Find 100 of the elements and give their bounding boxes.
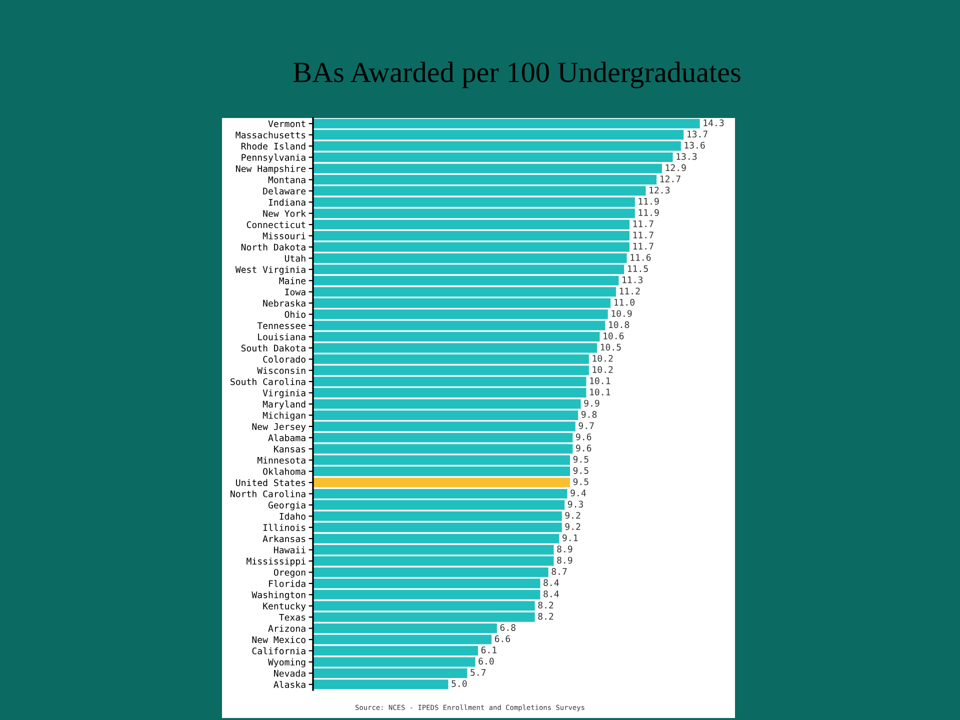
data-label: 9.6 (576, 444, 592, 452)
y-tick-label: Vermont (268, 120, 306, 128)
y-tick-label: Ohio (284, 310, 306, 318)
y-tick-label: West Virginia (235, 266, 306, 275)
y-tick-label: Rhode Island (241, 142, 306, 150)
data-label: 12.7 (660, 176, 680, 182)
data-label: 9.5 (573, 456, 588, 463)
data-label: 8.9 (557, 556, 572, 564)
data-label: 9.8 (581, 411, 597, 418)
y-tick-label: Oklahoma (263, 468, 306, 475)
y-tick-label: Pennsylvania (242, 154, 306, 163)
y-tick-label: Louisiana (258, 333, 306, 340)
data-label: 11.7 (633, 220, 654, 228)
data-label: 9.5 (573, 478, 588, 486)
data-label: 13.7 (687, 130, 708, 138)
data-label: 12.9 (666, 164, 686, 172)
data-label: 11.6 (630, 254, 651, 261)
data-label: 11.0 (614, 298, 634, 306)
data-label: 8.2 (538, 612, 554, 620)
y-tick-label: New Hampshire (236, 165, 306, 174)
y-tick-label: Missouri (262, 232, 306, 240)
y-tick-label: Wisconsin (257, 366, 306, 374)
data-label: 14.3 (704, 119, 724, 126)
data-label: 5.7 (470, 669, 486, 676)
y-tick-label: Montana (268, 176, 306, 184)
y-tick-label: Nevada (274, 670, 306, 677)
data-label: 11.5 (628, 265, 648, 272)
data-label: 13.3 (676, 153, 697, 160)
y-tick-label: New Jersey (252, 423, 306, 432)
y-tick-label: Virginia (262, 389, 306, 398)
y-tick-label: Oregon (274, 568, 306, 578)
data-label: 6.8 (500, 624, 516, 631)
y-tick-label: Idaho (280, 512, 306, 520)
y-tick-label: South Dakota (241, 344, 306, 352)
data-label: 11.9 (638, 209, 659, 216)
y-tick-label: Wyoming (268, 658, 306, 668)
data-label: 10.1 (590, 388, 610, 396)
data-label: 9.2 (565, 523, 580, 530)
y-tick-label: Kentucky (263, 602, 306, 612)
y-tick-label: Connecticut (246, 221, 306, 228)
y-tick-label: Florida (269, 580, 306, 588)
bar (313, 478, 570, 488)
chart-title: BAs Awarded per 100 Undergraduates (293, 62, 740, 88)
data-label: 10.9 (612, 310, 632, 317)
y-tick-label: Massachusetts (236, 131, 306, 138)
data-label: 10.5 (600, 344, 621, 351)
y-tick-label: New York (263, 210, 306, 217)
y-tick-label: Hawaii (274, 546, 306, 554)
data-label: 9.9 (584, 400, 600, 407)
y-tick-label: Texas (279, 614, 306, 621)
data-label: 11.7 (633, 242, 654, 250)
data-label: 11.7 (633, 232, 654, 238)
y-tick-label: Michigan (262, 412, 306, 421)
data-label: 11.9 (638, 198, 659, 205)
y-tick-label: Minnesota (258, 456, 306, 464)
y-tick-label: New Mexico (252, 636, 306, 644)
data-label: 9.1 (562, 534, 578, 542)
y-tick-label: North Dakota (241, 244, 306, 251)
data-label: 8.4 (544, 590, 559, 598)
y-tick-label: Maine (279, 277, 306, 284)
data-label: 9.5 (573, 467, 588, 474)
y-tick-label: North Carolina (230, 490, 306, 498)
data-label: 10.1 (590, 377, 610, 384)
y-tick-label: California (252, 647, 306, 654)
y-tick-label: Colorado (263, 356, 306, 363)
y-tick-label: Washington (252, 591, 306, 600)
data-label: 9.7 (578, 422, 594, 430)
y-tick-label: Kansas (274, 446, 306, 452)
y-tick-label: Tennessee (257, 322, 306, 330)
y-tick-label: Alaska (274, 680, 306, 688)
data-label: 9.2 (565, 512, 580, 519)
data-label: 10.2 (592, 354, 613, 362)
y-tick-label: Utah (284, 254, 306, 262)
data-label: 8.9 (557, 546, 572, 552)
data-label: 10.6 (604, 332, 624, 340)
y-tick-label: United States (236, 479, 306, 486)
data-label: 5.0 (452, 680, 467, 688)
data-label: 6.0 (478, 658, 494, 665)
y-tick-label: Iowa (285, 288, 306, 296)
data-label: 8.7 (552, 568, 567, 575)
y-tick-label: Mississippi (246, 558, 306, 566)
data-label: 6.6 (494, 635, 510, 642)
y-tick-label: Arizona (268, 624, 306, 632)
data-label: 9.6 (576, 433, 592, 440)
data-label: 12.3 (650, 186, 670, 194)
y-tick-label: Delaware (263, 187, 306, 194)
y-tick-label: Illinois (263, 524, 306, 531)
data-label: 9.3 (568, 500, 583, 508)
data-label: 9.4 (570, 490, 586, 496)
data-label: 10.8 (609, 321, 630, 328)
y-tick-label: Georgia (268, 502, 306, 510)
y-tick-label: South Carolina (230, 378, 306, 386)
data-label: 11.2 (620, 288, 640, 294)
y-tick-label: Arkansas (262, 535, 306, 542)
data-label: 13.6 (684, 142, 705, 149)
y-tick-label: Nebraska (263, 300, 306, 307)
data-label: 8.2 (538, 602, 554, 609)
y-tick-label: Maryland (262, 400, 306, 410)
data-label: 6.1 (481, 646, 496, 654)
data-label: 11.3 (622, 276, 643, 284)
